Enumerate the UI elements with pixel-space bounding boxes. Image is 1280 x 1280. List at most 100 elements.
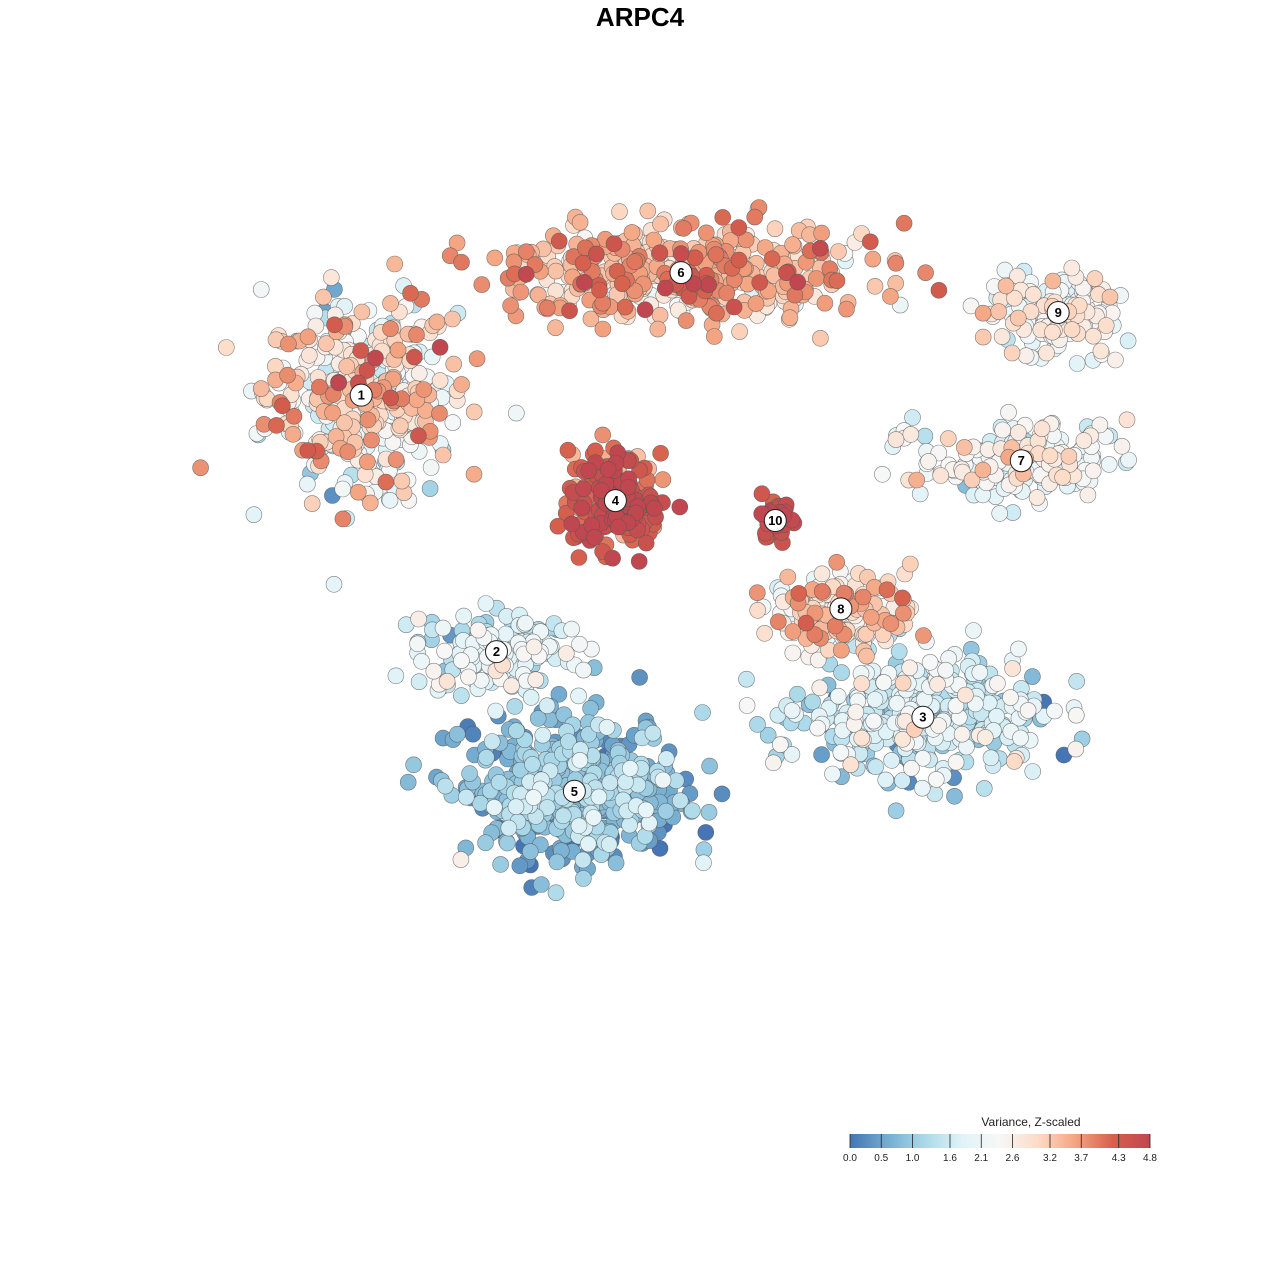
cell-point xyxy=(858,647,875,665)
cell-point xyxy=(700,276,718,294)
cell-point xyxy=(601,774,619,792)
cell-point xyxy=(410,610,427,628)
cell-point xyxy=(866,277,884,295)
cell-point xyxy=(588,245,605,263)
cell-point xyxy=(252,380,270,397)
cell-point xyxy=(920,453,937,470)
legend-tick-label: 1.6 xyxy=(943,1153,957,1164)
cell-point xyxy=(452,687,470,704)
cell-point xyxy=(563,620,580,638)
cell-point xyxy=(473,276,491,293)
cell-point xyxy=(781,309,799,327)
cell-point xyxy=(508,722,525,740)
cell-point xyxy=(888,694,906,712)
cell-point xyxy=(382,295,399,312)
cell-point xyxy=(789,273,807,291)
cell-point xyxy=(1000,403,1017,421)
cell-point xyxy=(599,461,617,478)
cell-point xyxy=(864,250,882,268)
cell-point xyxy=(894,589,911,607)
cell-point xyxy=(415,381,433,398)
cell-point xyxy=(410,673,428,691)
cell-point xyxy=(946,787,963,805)
cell-point xyxy=(363,431,380,449)
cell-point xyxy=(875,674,893,691)
cell-point xyxy=(517,243,535,260)
cell-point xyxy=(252,281,270,298)
cell-point xyxy=(1100,456,1118,473)
cell-point xyxy=(570,817,588,835)
cell-point xyxy=(686,249,704,267)
cell-point xyxy=(887,254,905,272)
cell-point xyxy=(677,312,695,329)
cell-point xyxy=(590,788,608,806)
cell-point xyxy=(303,495,321,512)
legend-tick-label: 2.6 xyxy=(1006,1153,1020,1164)
cell-point xyxy=(963,471,981,489)
cell-point xyxy=(218,339,235,356)
cell-point xyxy=(700,803,718,821)
cell-point xyxy=(1067,740,1085,758)
cell-point xyxy=(748,584,766,602)
cluster-labels-layer: 1 2 3 4 5 6 7 8 9 10 xyxy=(349,261,1070,803)
cell-point xyxy=(927,771,945,788)
cell-point xyxy=(749,716,766,733)
cell-point xyxy=(1075,432,1093,449)
cell-point xyxy=(671,498,689,516)
legend-tick-label: 0.5 xyxy=(874,1153,888,1164)
cell-point xyxy=(436,642,453,660)
cell-point xyxy=(1118,411,1136,429)
cluster-label-circle xyxy=(1009,449,1033,473)
cluster-label-circle xyxy=(1046,301,1070,324)
cell-point xyxy=(461,765,478,782)
cell-point xyxy=(832,744,850,761)
cell-point xyxy=(807,270,825,287)
cell-point xyxy=(671,792,689,810)
cell-point xyxy=(828,553,846,571)
cell-point xyxy=(649,320,667,338)
cell-point xyxy=(524,755,541,773)
cell-point xyxy=(811,679,829,697)
cluster-label-text: 10 xyxy=(768,513,782,528)
legend-tick-label: 3.2 xyxy=(1043,1153,1057,1164)
cell-point xyxy=(789,685,806,703)
cell-point xyxy=(1033,420,1051,438)
cell-point xyxy=(492,856,509,873)
cell-point xyxy=(322,269,340,286)
cell-point xyxy=(409,635,426,653)
cluster-label-text: 7 xyxy=(1018,453,1025,468)
cell-point xyxy=(582,310,600,328)
cell-point xyxy=(477,595,495,612)
cluster-label-text: 5 xyxy=(571,784,578,799)
cell-point xyxy=(547,262,565,280)
cell-point xyxy=(694,704,711,721)
cell-point xyxy=(359,411,377,429)
cell-point xyxy=(574,851,592,869)
cell-point xyxy=(444,414,462,431)
cell-point xyxy=(708,304,725,322)
legend-ticks: 0.0 0.5 1.0 1.6 2.1 2.6 3.2 3.7 4.3 4.8 xyxy=(843,1134,1157,1164)
cell-point xyxy=(502,297,519,314)
cluster-label-2: 2 xyxy=(485,640,508,664)
cell-point xyxy=(561,302,578,320)
cell-point xyxy=(358,362,376,379)
cell-point xyxy=(469,621,487,639)
points-layer xyxy=(192,199,1137,902)
cell-point xyxy=(631,669,648,686)
cell-point xyxy=(916,427,934,445)
cluster-label-circle xyxy=(603,489,627,513)
cell-point xyxy=(453,376,470,393)
cell-point xyxy=(974,328,992,346)
cell-point xyxy=(701,757,718,775)
cell-point xyxy=(377,473,395,491)
cell-point xyxy=(381,491,399,509)
cell-point xyxy=(932,467,950,484)
cell-point xyxy=(894,772,911,789)
cluster-label-text: 1 xyxy=(358,388,365,403)
cell-point xyxy=(1005,753,1023,770)
cell-point xyxy=(585,809,602,826)
cell-point xyxy=(422,459,440,476)
cell-point xyxy=(605,235,623,252)
cell-point xyxy=(725,298,743,316)
cell-point xyxy=(1044,272,1062,290)
